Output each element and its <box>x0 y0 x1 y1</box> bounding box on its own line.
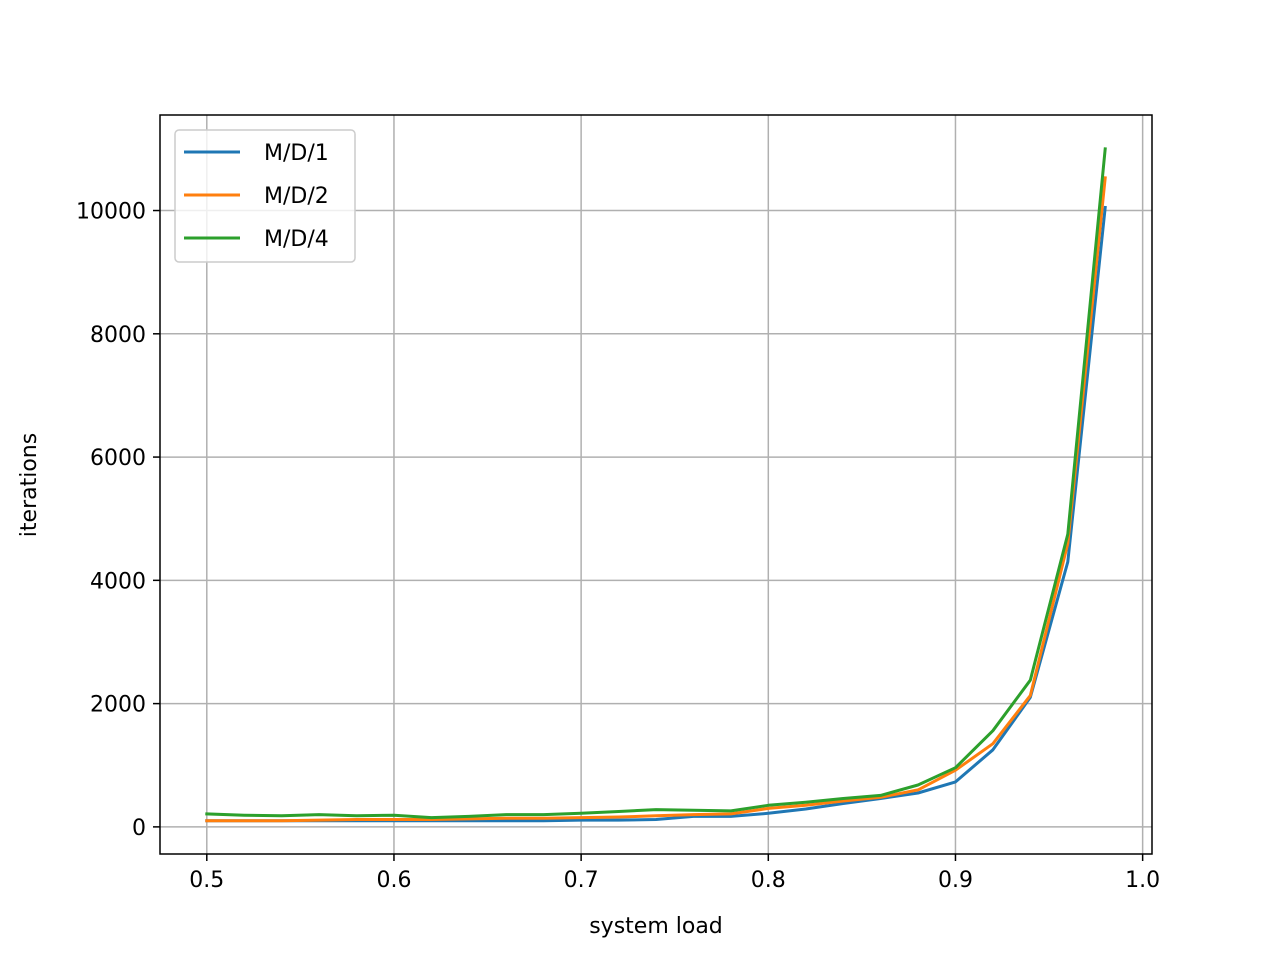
plot-frame <box>159 114 1153 855</box>
y-axis-ticks: 0 2000 4000 6000 8000 10000 <box>76 200 160 841</box>
series-line-m-d-2 <box>205 176 1107 823</box>
x-tick-label: 0.7 <box>564 868 599 893</box>
grid-lines <box>160 115 1152 854</box>
y-tick-label: 4000 <box>90 569 146 594</box>
y-tick-label: 0 <box>132 816 146 841</box>
x-tick-label: 0.6 <box>376 868 411 893</box>
x-tick-label: 0.5 <box>189 868 224 893</box>
y-tick-label: 8000 <box>90 323 146 348</box>
x-axis-label: system load <box>589 914 723 939</box>
x-tick-label: 1.0 <box>1125 868 1160 893</box>
y-tick-label: 2000 <box>90 693 146 718</box>
series-lines <box>205 147 1107 823</box>
y-axis-label: iterations <box>17 433 42 537</box>
legend-box <box>174 129 356 263</box>
legend-label-m-d-2: M/D/2 <box>264 184 329 209</box>
legend-label-m-d-4: M/D/4 <box>264 227 329 252</box>
x-tick-label: 0.9 <box>938 868 973 893</box>
series-line-m-d-4 <box>205 147 1107 820</box>
legend: M/D/1 M/D/2 M/D/4 <box>174 129 356 263</box>
y-tick-label: 10000 <box>76 200 146 225</box>
x-tick-label: 0.8 <box>751 868 786 893</box>
legend-label-m-d-1: M/D/1 <box>264 141 329 166</box>
y-tick-label: 6000 <box>90 446 146 471</box>
x-axis-ticks: 0.5 0.6 0.7 0.8 0.9 1.0 <box>189 854 1160 893</box>
